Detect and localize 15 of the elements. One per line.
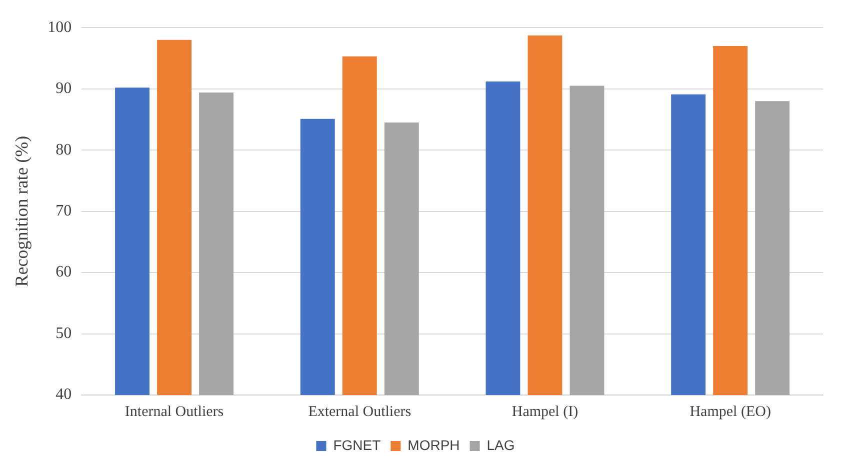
y-tick-label: 50 [56, 324, 72, 342]
x-tick-label: Internal Outliers [124, 404, 224, 420]
legend-label: FGNET [333, 436, 382, 453]
y-tick-label: 40 [56, 386, 72, 404]
y-tick-label: 100 [48, 18, 72, 36]
legend-label: MORPH [408, 436, 460, 453]
y-tick-label: 60 [56, 264, 72, 281]
x-tick-label: Hampel (EO) [690, 404, 771, 420]
x-tick-label: External Outliers [308, 404, 412, 420]
y-tick-label: 70 [56, 202, 72, 220]
legend-label: LAG [486, 436, 515, 453]
x-tick-label: Hampel (I) [512, 404, 578, 420]
y-tick-label: 90 [56, 80, 72, 98]
y-tick-label: 80 [56, 141, 72, 158]
y-axis-title: Recognition rate (%) [12, 136, 32, 287]
